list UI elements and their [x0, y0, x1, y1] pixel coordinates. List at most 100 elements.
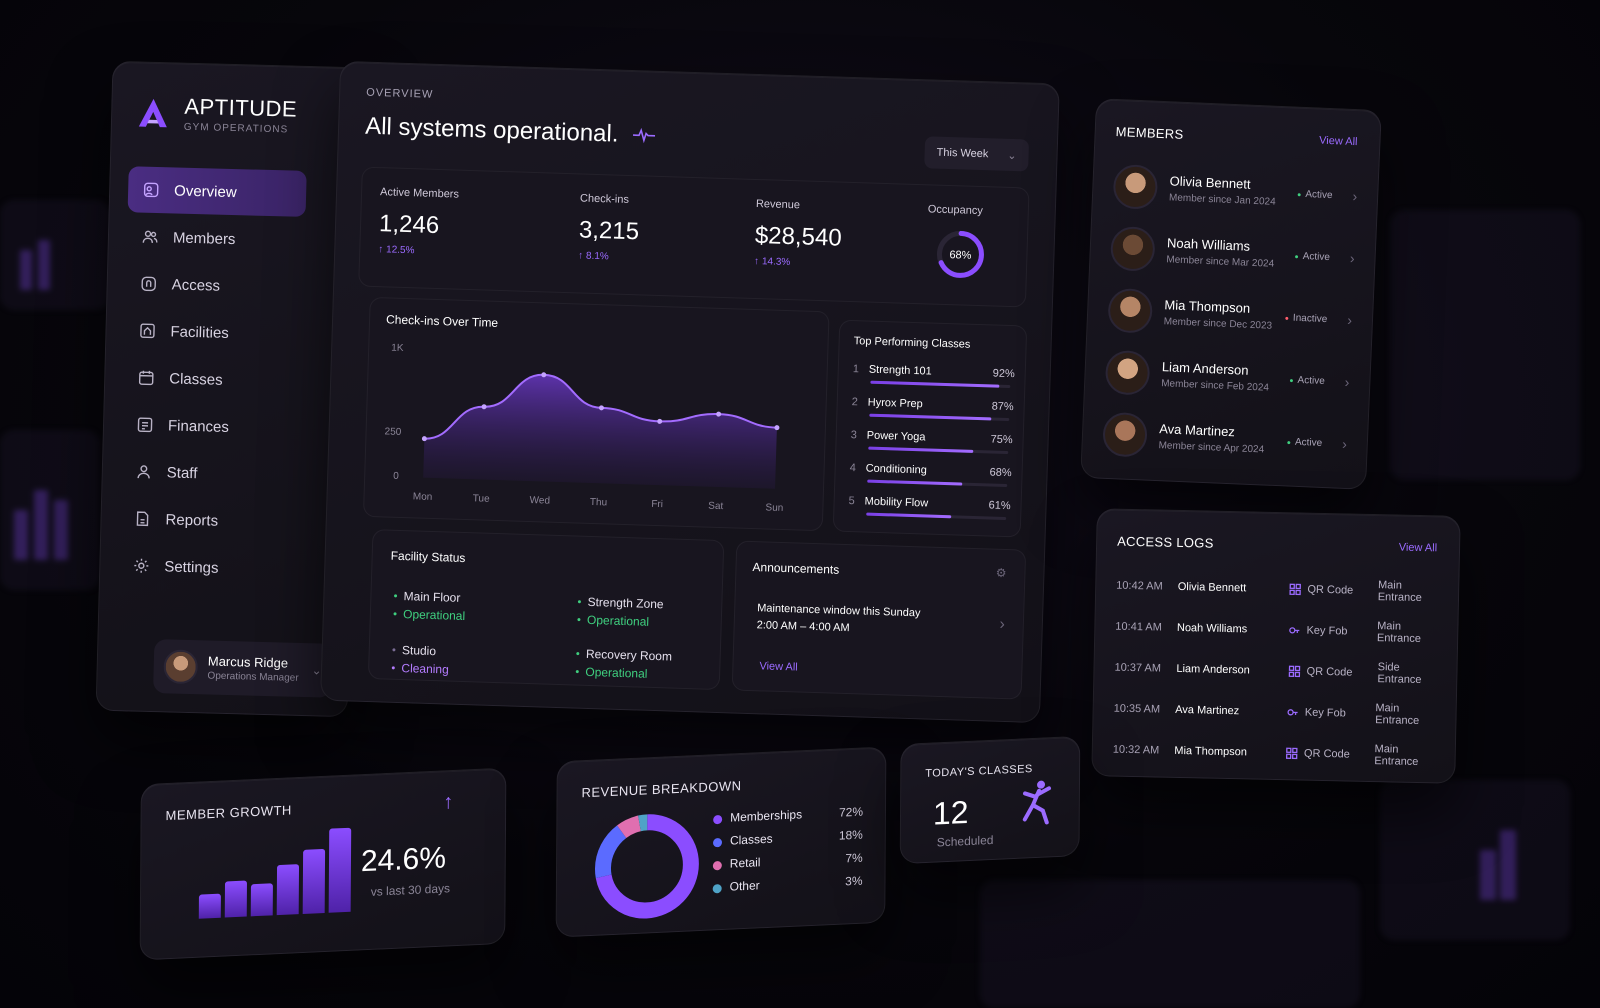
top-class-row[interactable]: 4 Conditioning 68% — [850, 462, 1012, 479]
top-class-pct: 61% — [988, 499, 1011, 513]
log-method-label: Key Fob — [1306, 624, 1348, 638]
legend-swatch — [713, 814, 723, 825]
top-class-row[interactable]: 5 Mobility Flow 61% — [848, 495, 1010, 512]
section-label: OVERVIEW — [366, 86, 434, 101]
sidebar-item-settings[interactable]: Settings — [118, 542, 297, 593]
legend-swatch — [712, 860, 722, 871]
sidebar-item-label: Staff — [166, 463, 198, 482]
top-class-rank: 1 — [852, 363, 860, 376]
log-time: 10:35 AM — [1113, 702, 1161, 716]
qr-code-icon — [1288, 665, 1301, 678]
background-panel — [0, 430, 100, 590]
stat-label: Revenue — [755, 197, 801, 212]
stat-delta: ↑ 14.3% — [753, 255, 791, 269]
background-panel — [1390, 210, 1580, 480]
top-class-bar-track — [866, 512, 1007, 520]
member-since: Member since Jan 2024 — [1168, 192, 1276, 208]
sidebar-item-label: Reports — [165, 510, 219, 530]
member-name: Liam Anderson — [1161, 359, 1249, 378]
top-class-row[interactable]: 1 Strength 101 92% — [853, 363, 1015, 380]
access-icon — [139, 275, 157, 293]
log-time: 10:37 AM — [1114, 661, 1162, 675]
avatar — [1102, 411, 1148, 458]
sidebar-item-members[interactable]: Members — [126, 213, 305, 264]
announcement-item[interactable]: Maintenance window this Sunday 2:00 AM –… — [756, 600, 921, 639]
growth-bar — [224, 880, 247, 918]
legend-label: Classes — [729, 831, 773, 848]
top-class-row[interactable]: 3 Power Yoga 75% — [851, 429, 1013, 446]
stat-delta: ↑ 8.1% — [578, 250, 609, 263]
access-log-row[interactable]: 10:42 AM Olivia Bennett QR Code Main Entran… — [1116, 574, 1446, 605]
data-point[interactable] — [541, 372, 547, 378]
avatar — [1107, 287, 1154, 334]
top-class-bar — [867, 479, 963, 486]
data-point[interactable] — [774, 425, 780, 431]
facility-name: Recovery Room — [576, 647, 672, 664]
view-all-link[interactable]: View All — [759, 660, 798, 674]
top-class-bar — [868, 446, 974, 453]
member-since: Member since Dec 2023 — [1163, 316, 1273, 332]
legend-pct: 3% — [845, 873, 863, 889]
log-time: 10:42 AM — [1116, 579, 1163, 593]
x-tick-label: Tue — [473, 493, 491, 505]
sidebar-item-access[interactable]: Access — [125, 260, 304, 311]
top-class-bar-track — [868, 446, 1009, 455]
member-name: Ava Martinez — [1158, 421, 1236, 440]
log-member-name: Mia Thompson — [1174, 744, 1248, 759]
access-log-row[interactable]: 10:35 AM Ava Martinez Key Fob Main Entrance — [1113, 697, 1443, 728]
stat-revenue: Revenue $28,540 ↑ 14.3% — [754, 198, 843, 270]
top-class-bar-track — [867, 479, 1008, 488]
background-panel — [980, 880, 1360, 1008]
access-log-row[interactable]: 10:37 AM Liam Anderson QR Code Side Entranc… — [1114, 656, 1444, 687]
key-fob-icon — [1289, 627, 1300, 634]
view-all-link[interactable]: View All — [1318, 134, 1358, 149]
period-select[interactable]: This Week ⌄ — [924, 136, 1030, 172]
data-point[interactable] — [481, 404, 487, 410]
data-point[interactable] — [716, 411, 722, 417]
log-method-label: QR Code — [1303, 747, 1350, 761]
sidebar-item-staff[interactable]: Staff — [120, 448, 299, 499]
view-all-link[interactable]: View All — [1398, 541, 1438, 555]
data-point[interactable] — [421, 436, 427, 442]
log-location: Main Entrance — [1375, 702, 1420, 728]
sidebar-item-facilities[interactable]: Facilities — [124, 307, 303, 358]
members-panel: MEMBERS View All Olivia Bennett Member si… — [1080, 98, 1382, 490]
qr-code-icon — [1286, 747, 1298, 760]
sidebar-item-label: Overview — [173, 181, 237, 201]
sidebar-item-classes[interactable]: Classes — [123, 354, 302, 405]
key-fob-icon — [1287, 709, 1298, 716]
chevron-right-icon: › — [1344, 373, 1350, 391]
legend-swatch — [712, 884, 722, 894]
top-class-name: Strength 101 — [868, 363, 932, 378]
settings-icon[interactable]: ⚙ — [995, 565, 1007, 581]
top-class-name: Hyrox Prep — [867, 396, 923, 411]
announcements-title: Announcements — [752, 560, 840, 577]
background-panel — [1380, 780, 1570, 940]
status-badge: Inactive — [1284, 312, 1328, 324]
occupancy-value: 68% — [949, 249, 972, 262]
top-class-row[interactable]: 2 Hyrox Prep 87% — [852, 396, 1014, 413]
todays-classes-value: 12 — [932, 793, 969, 832]
sidebar-item-overview[interactable]: Overview — [127, 166, 307, 217]
donut-slice — [594, 814, 699, 919]
y-tick-label: 1K — [391, 343, 404, 354]
stat-active-members: Active Members 1,246 ↑ 12.5% — [378, 186, 459, 257]
growth-bar — [276, 864, 300, 916]
sidebar-item-reports[interactable]: Reports — [119, 495, 298, 546]
data-point[interactable] — [598, 405, 604, 411]
members-title: MEMBERS — [1115, 124, 1184, 142]
top-class-rank: 5 — [848, 495, 855, 508]
sidebar: APTITUDE GYM OPERATIONS Overview Members… — [95, 60, 365, 718]
user-menu[interactable]: Marcus Ridge Operations Manager ⌄ — [153, 639, 333, 698]
top-class-bar — [870, 380, 1000, 388]
growth-value: 24.6% — [360, 841, 447, 879]
access-log-row[interactable]: 10:32 AM Mia Thompson QR Code Main Entrance — [1113, 738, 1443, 769]
access-log-row[interactable]: 10:41 AM Noah Williams Key Fob Main Entranc… — [1115, 615, 1445, 646]
data-point[interactable] — [657, 418, 663, 424]
sidebar-item-finances[interactable]: Finances — [121, 401, 300, 452]
